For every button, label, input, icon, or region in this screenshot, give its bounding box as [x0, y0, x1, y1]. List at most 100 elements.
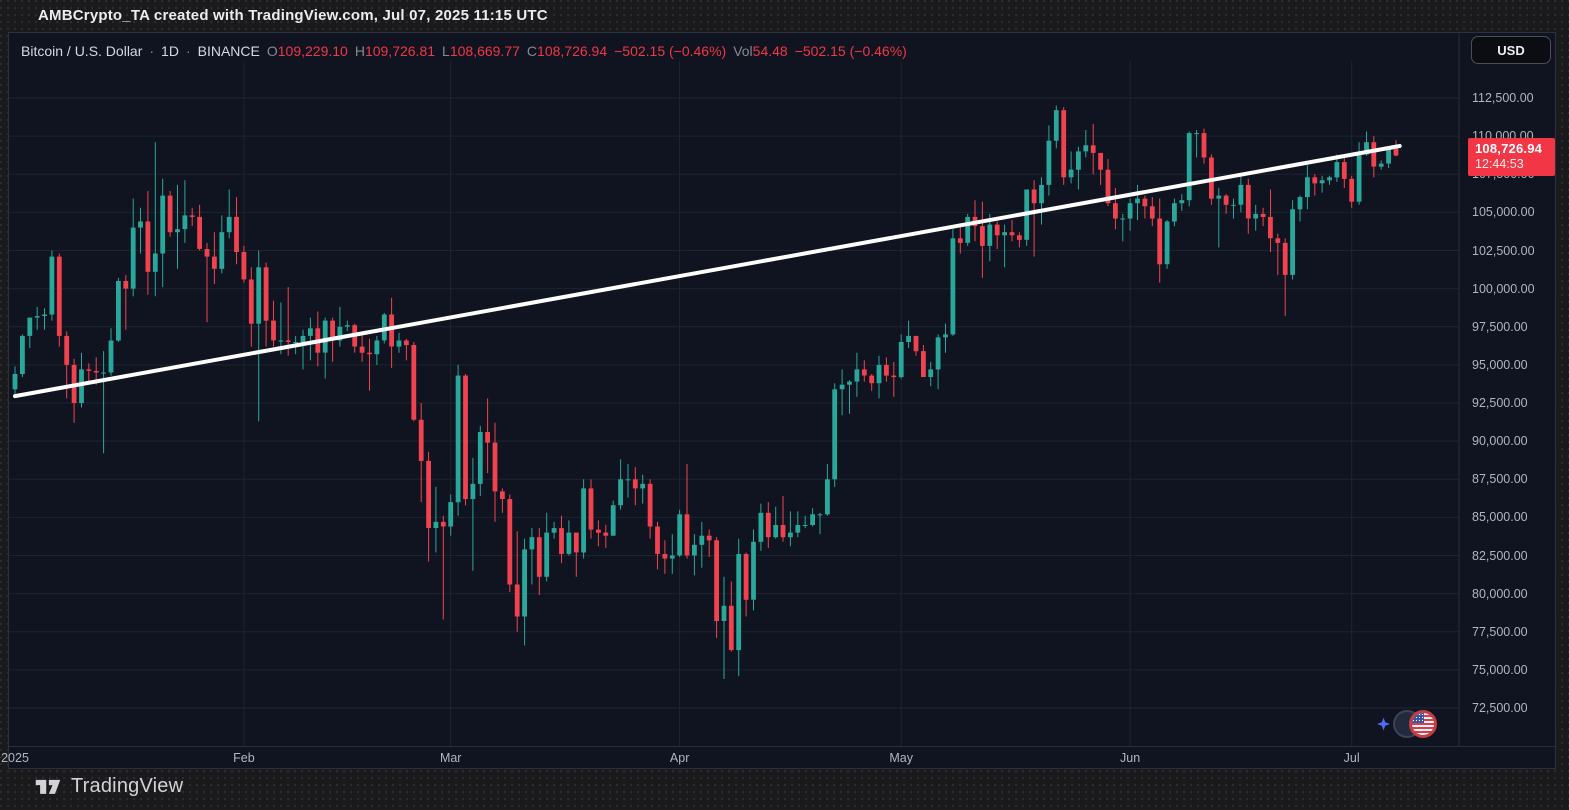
candle[interactable] [847, 380, 852, 414]
candle[interactable] [994, 221, 1000, 250]
candle[interactable] [1319, 175, 1325, 193]
candle[interactable] [876, 355, 882, 399]
candle[interactable] [204, 242, 210, 323]
candle[interactable] [655, 521, 660, 570]
candle[interactable] [529, 528, 535, 585]
candle[interactable] [1253, 204, 1259, 231]
candle[interactable] [455, 364, 461, 516]
candle[interactable] [588, 479, 594, 539]
candle[interactable] [344, 320, 350, 332]
candle[interactable] [913, 335, 919, 356]
candle[interactable] [551, 521, 557, 539]
candle[interactable] [167, 191, 173, 237]
candle[interactable] [714, 537, 719, 638]
candle[interactable] [433, 486, 439, 553]
candle[interactable] [1002, 224, 1007, 268]
candle[interactable] [308, 317, 313, 361]
candle[interactable] [34, 306, 40, 330]
trendline-drawing[interactable] [13, 144, 1402, 399]
candle[interactable] [1157, 198, 1163, 283]
candle[interactable] [27, 317, 33, 349]
candle[interactable] [116, 277, 121, 342]
candle[interactable] [1076, 146, 1081, 190]
candle[interactable] [1113, 188, 1118, 230]
candle[interactable] [108, 328, 114, 376]
candle[interactable] [891, 361, 897, 397]
candle[interactable] [42, 308, 47, 330]
candle[interactable] [1305, 165, 1310, 210]
candle[interactable] [980, 201, 985, 278]
candle[interactable] [234, 197, 239, 265]
candle[interactable] [935, 334, 941, 390]
candle[interactable] [448, 494, 454, 536]
candle[interactable] [337, 306, 343, 347]
candle[interactable] [965, 213, 971, 246]
candle[interactable] [810, 508, 815, 527]
candle[interactable] [728, 581, 734, 652]
candle[interactable] [854, 352, 860, 397]
tradingview-watermark[interactable]: TradingView [34, 774, 183, 798]
candle[interactable] [581, 479, 586, 559]
candle[interactable] [618, 459, 623, 510]
candle[interactable] [1223, 194, 1229, 214]
candle[interactable] [1172, 198, 1177, 227]
candle[interactable] [559, 515, 564, 564]
candle[interactable] [1039, 177, 1044, 225]
candle[interactable] [271, 300, 276, 347]
candle[interactable] [610, 500, 616, 536]
candle[interactable] [322, 317, 328, 379]
candle[interactable] [145, 191, 151, 295]
candle[interactable] [1186, 131, 1192, 207]
candle[interactable] [692, 534, 697, 576]
candle[interactable] [522, 538, 527, 646]
candle[interactable] [226, 189, 232, 239]
candle[interactable] [743, 552, 749, 617]
candle[interactable] [921, 345, 926, 378]
candle[interactable] [1238, 174, 1244, 213]
candle[interactable] [12, 366, 18, 397]
candle[interactable] [802, 515, 808, 529]
candle[interactable] [1098, 152, 1103, 185]
candle[interactable] [1341, 154, 1347, 188]
candle[interactable] [625, 464, 631, 498]
candle[interactable] [957, 223, 963, 254]
time-axis[interactable]: 2025 Feb Mar Apr May Jun Jul [1, 746, 1557, 770]
candle[interactable] [1024, 189, 1030, 246]
candle[interactable] [1312, 174, 1318, 196]
candle[interactable] [123, 274, 129, 330]
candle[interactable] [1017, 232, 1022, 248]
candle[interactable] [1371, 136, 1377, 178]
candle[interactable] [248, 267, 254, 347]
candle[interactable] [56, 253, 62, 347]
candle[interactable] [514, 531, 520, 632]
candle[interactable] [285, 287, 291, 356]
candle[interactable] [1327, 175, 1332, 185]
currency-toggle-button[interactable]: USD [1471, 36, 1551, 64]
candle[interactable] [389, 297, 394, 368]
candle[interactable] [1149, 197, 1155, 227]
candle[interactable] [669, 534, 675, 574]
candle[interactable] [943, 323, 948, 353]
candle[interactable] [869, 374, 875, 391]
candle[interactable] [1201, 128, 1207, 164]
candle[interactable] [426, 451, 431, 562]
candle[interactable] [500, 488, 505, 513]
candle[interactable] [160, 178, 166, 288]
candle[interactable] [647, 479, 653, 539]
candle[interactable] [1231, 198, 1236, 219]
candle[interactable] [1378, 160, 1384, 170]
candle[interactable] [71, 358, 77, 423]
candle[interactable] [765, 502, 771, 548]
candle[interactable] [1009, 220, 1015, 242]
candlestick-chart[interactable] [9, 33, 1557, 770]
candle[interactable] [300, 329, 306, 370]
candle[interactable] [219, 215, 225, 274]
candle[interactable] [440, 515, 446, 620]
candle[interactable] [861, 360, 867, 382]
candle[interactable] [898, 334, 904, 379]
candle[interactable] [189, 207, 195, 227]
candle[interactable] [315, 311, 321, 367]
candle[interactable] [736, 538, 742, 676]
candle[interactable] [359, 334, 365, 362]
candle[interactable] [404, 338, 409, 361]
